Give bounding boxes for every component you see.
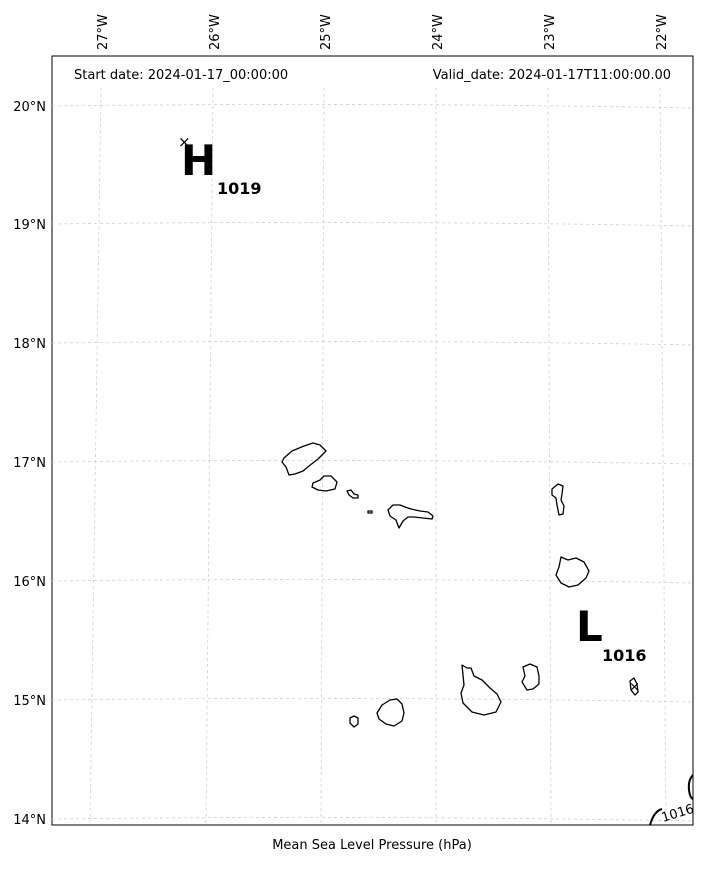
grid-parallel-19n (51, 222, 694, 227)
high-pressure-center: × H 1019 (178, 133, 262, 198)
island-brava (349, 715, 359, 728)
island-sal (551, 483, 565, 516)
island-santiago (460, 664, 502, 716)
grid-meridian-25w (320, 87, 325, 826)
lon-label-26w: 26°W (208, 14, 223, 50)
low-center-value: 1016 (602, 646, 647, 665)
isobar-line-a (649, 808, 663, 826)
low-pressure-center: L 1016 × (576, 602, 647, 695)
lon-label-24w: 24°W (431, 14, 446, 50)
grid-parallel-16n (51, 579, 694, 584)
lat-label-20n: 20°N (13, 100, 46, 115)
island-santa-luzia (346, 489, 359, 499)
graticule (51, 87, 694, 826)
grid-parallel-14n (51, 817, 694, 822)
longitude-labels: 27°W 26°W 25°W 24°W 23°W 22°W (96, 14, 670, 50)
low-center-marker: × (629, 680, 640, 695)
island-santo-antao (281, 442, 327, 476)
grid-meridian-22w (659, 87, 667, 826)
lon-label-22w: 22°W (655, 14, 670, 50)
high-center-marker: × (178, 133, 191, 151)
isobar-1016 (649, 774, 694, 826)
low-center-letter: L (576, 602, 603, 651)
lat-label-18n: 18°N (13, 337, 46, 352)
grid-parallel-18n (51, 341, 694, 346)
lon-label-25w: 25°W (319, 14, 334, 50)
lat-label-15n: 15°N (13, 694, 46, 709)
island-boa-vista (555, 556, 590, 588)
map-caption: Mean Sea Level Pressure (hPa) (272, 838, 472, 853)
lat-label-17n: 17°N (13, 456, 46, 471)
lon-label-23w: 23°W (543, 14, 558, 50)
grid-meridian-27w (89, 87, 102, 826)
island-fogo (376, 698, 405, 727)
grid-parallel-15n (51, 698, 694, 703)
lat-label-19n: 19°N (13, 218, 46, 233)
island-sao-vicente (311, 475, 338, 492)
lat-label-16n: 16°N (13, 575, 46, 590)
grid-parallel-20n (51, 104, 694, 109)
isobar-line-b (687, 774, 694, 800)
latitude-labels: 20°N 19°N 18°N 17°N 16°N 15°N 14°N (13, 100, 46, 828)
map-frame (51, 55, 694, 826)
island-tiny-east (521, 663, 540, 691)
island-maio (629, 677, 639, 696)
lat-label-14n: 14°N (13, 813, 46, 828)
island-ilheu-raso (367, 510, 373, 514)
grid-meridian-23w (547, 87, 552, 826)
high-center-value: 1019 (217, 179, 262, 198)
grid-meridian-26w (205, 87, 214, 826)
coastlines (281, 442, 639, 728)
grid-parallel-17n (51, 460, 694, 465)
high-center-letter: H (181, 136, 216, 185)
valid-date-label: Valid_date: 2024-01-17T11:00:00.00 (433, 68, 671, 83)
start-date-label: Start date: 2024-01-17_00:00:00 (74, 68, 288, 83)
lon-label-27w: 27°W (96, 14, 111, 50)
island-sao-nicolau (387, 504, 434, 529)
